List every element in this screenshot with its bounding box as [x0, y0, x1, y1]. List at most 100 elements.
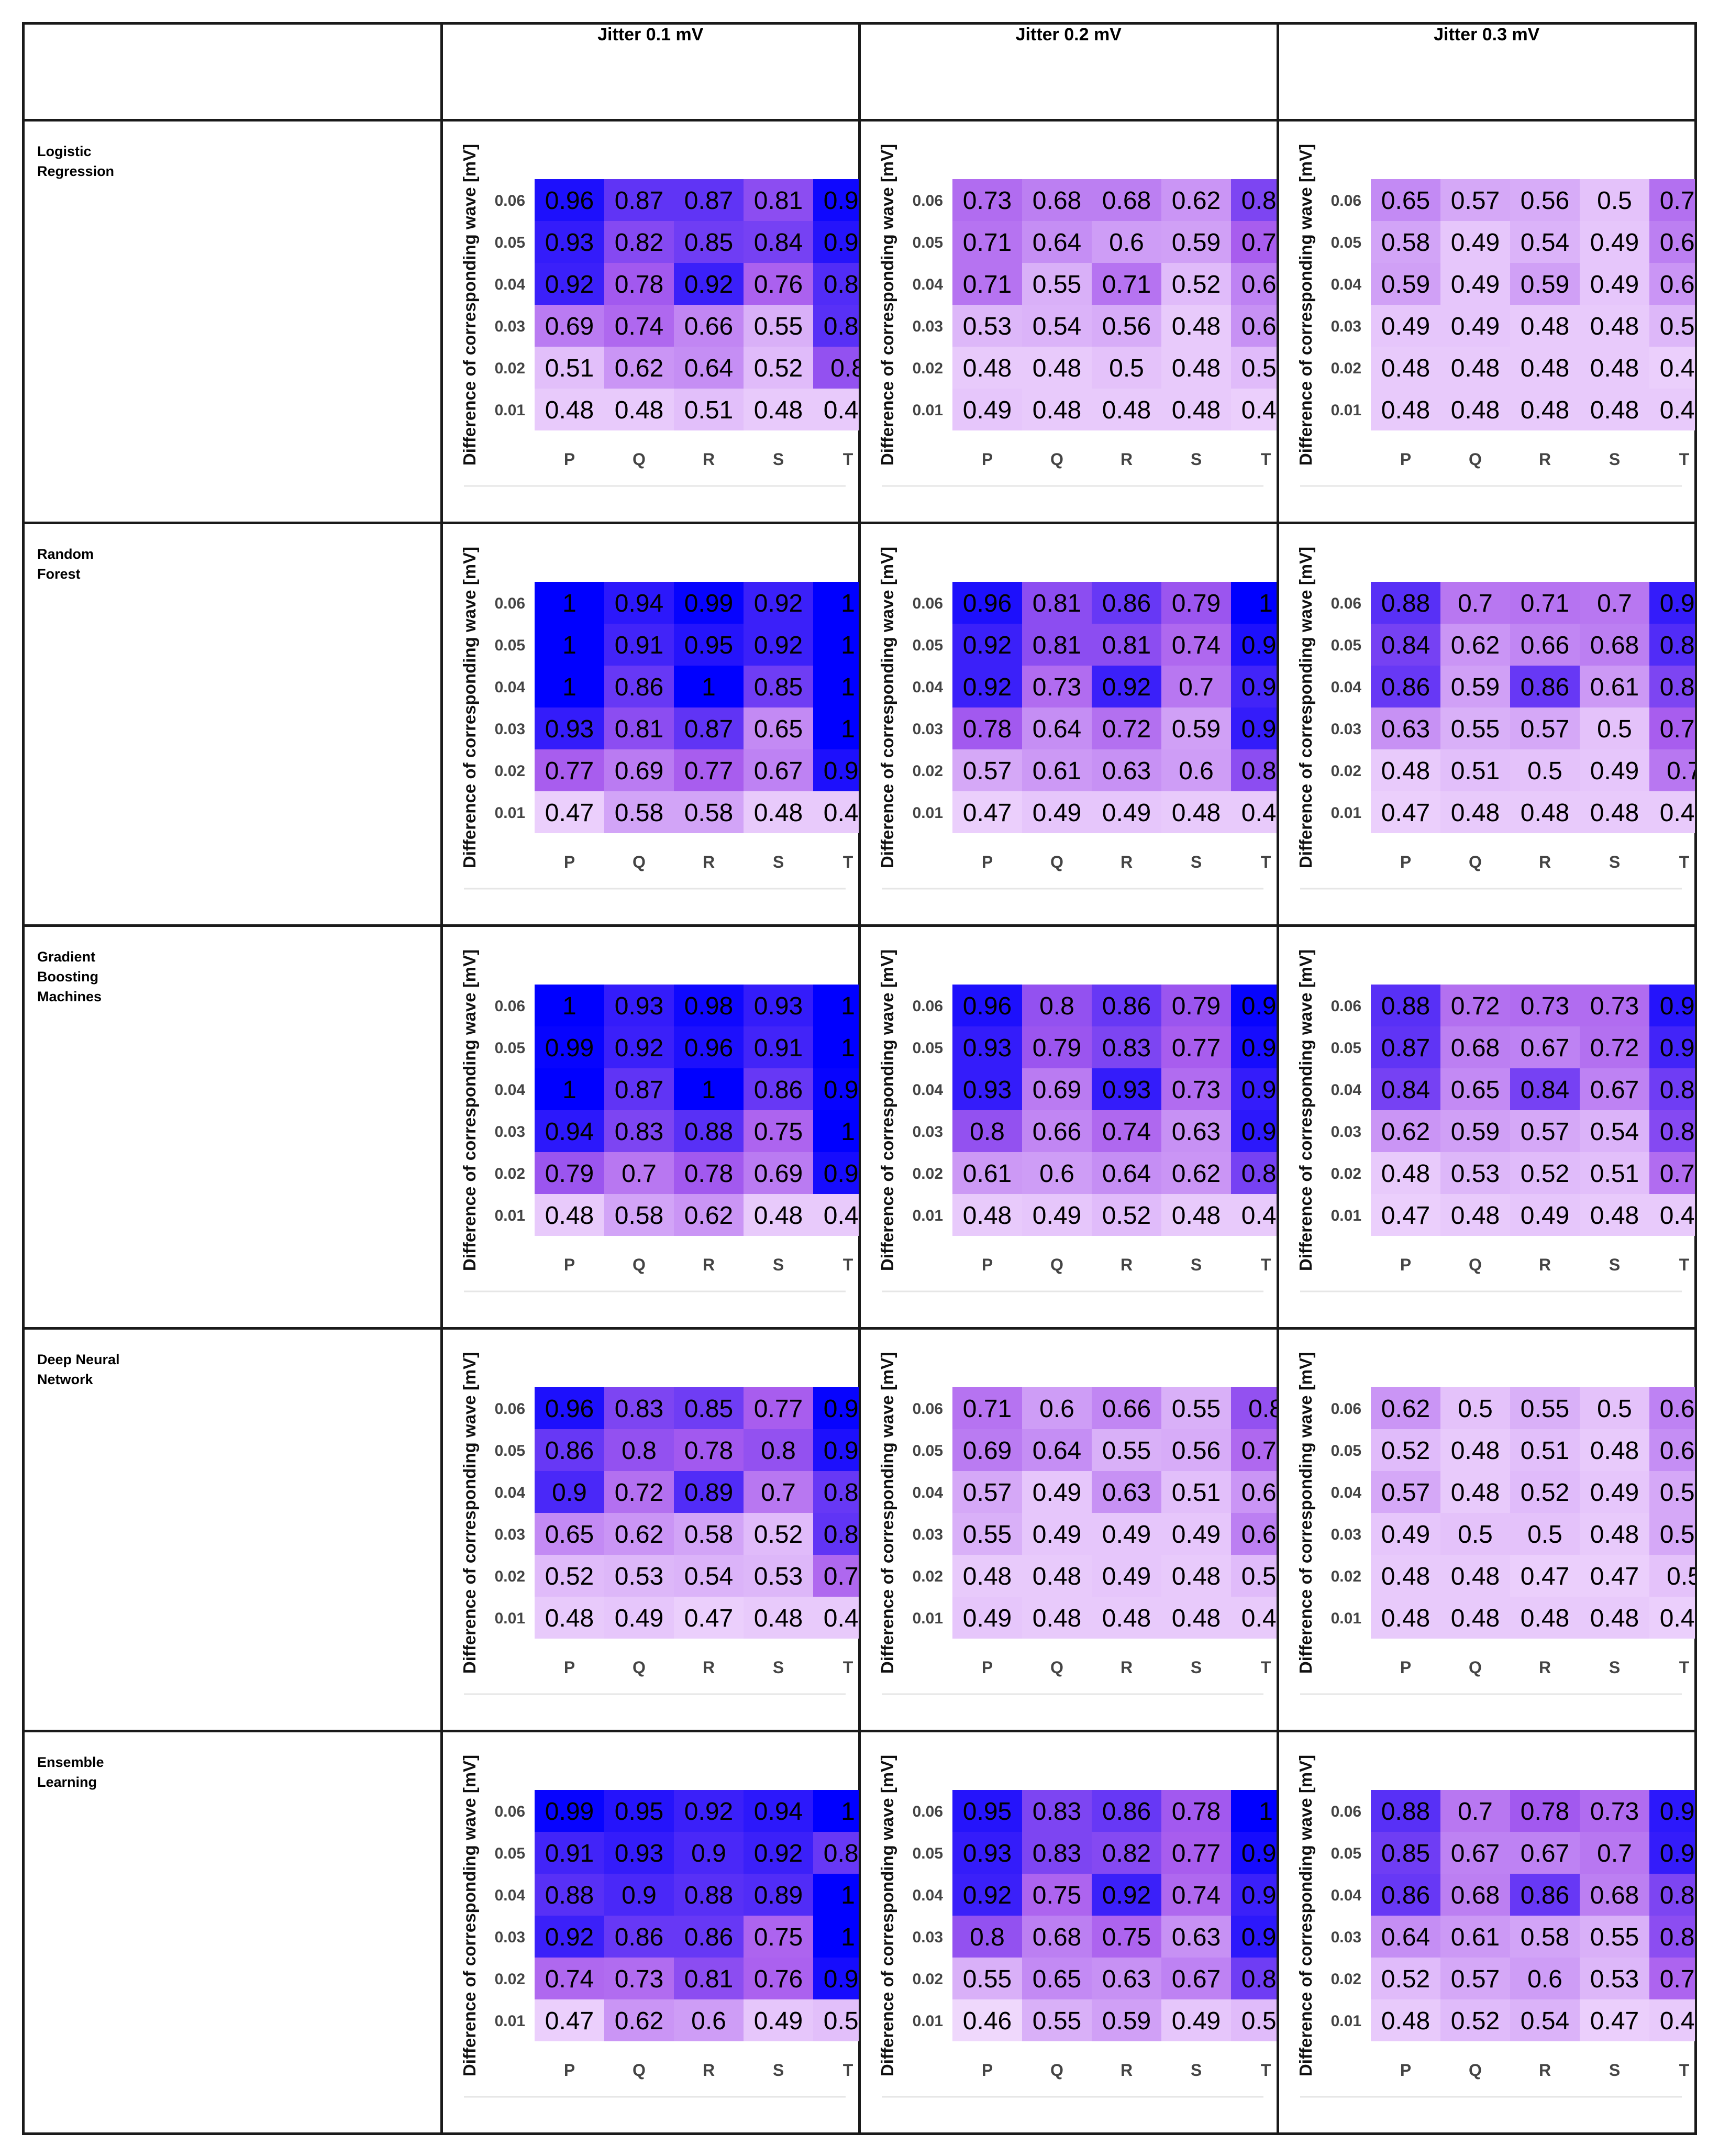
cell-value-label: 0.83: [1102, 1034, 1151, 1062]
heatmap-cell: [1440, 1387, 1510, 1430]
heatmap-cell: [534, 1194, 604, 1236]
cell-value-label: 0.49: [1590, 1479, 1638, 1507]
heatmap-cell: [1510, 1194, 1580, 1236]
heatmap-cell: [534, 1471, 604, 1513]
heatmap-cell: [743, 666, 813, 708]
cell-value-label: 0.68: [1033, 187, 1081, 215]
cell-value-label: 0.48: [1450, 1605, 1499, 1632]
cell-value-label: 0.89: [823, 271, 858, 298]
heatmap-cell: [1579, 347, 1649, 389]
heatmap-cell: [1231, 749, 1277, 792]
heatmap-cell: [1092, 1597, 1161, 1639]
cell-value-label: 0.51: [823, 2007, 858, 2035]
heatmap-cell: [1231, 1555, 1277, 1597]
heatmap-cell: [1440, 582, 1510, 624]
cell-value-label: 0.71: [963, 1395, 1012, 1423]
heatmap-cell: [952, 1597, 1022, 1639]
heatmap-cell: [952, 1958, 1022, 2000]
cell-value-label: 0.48: [1102, 1605, 1151, 1632]
cell-value-label: 0.59: [1520, 271, 1569, 298]
y-tick-label: 0.01: [1330, 1207, 1361, 1224]
cell-value-label: 0.49: [1450, 229, 1499, 257]
heatmap-svg: Difference of corresponding wave [mV] 0.0…: [1296, 547, 1695, 890]
heatmap-cell: [604, 1429, 674, 1472]
cell-value-label: 0.67: [1450, 1840, 1499, 1867]
cell-value-label: 0.55: [1033, 2007, 1081, 2035]
cell-value-label: 1: [841, 1923, 855, 1951]
cell-value-label: 0.48: [1450, 1479, 1499, 1507]
cell-value-label: 0.52: [545, 1563, 593, 1590]
cell-value-label: 0.86: [1381, 1882, 1429, 1909]
heatmap-cell: [1092, 791, 1161, 834]
model-name: Gradient Boosting Machines: [37, 949, 102, 1005]
heatmap-svg: Difference of corresponding wave [mV] 0.0…: [1296, 1755, 1695, 2098]
cell-value-label: 0.48: [1381, 1563, 1429, 1590]
x-tick-label: S: [1609, 853, 1620, 871]
x-tick-label: T: [1261, 2061, 1271, 2080]
heatmap-cell: [1370, 347, 1440, 389]
heatmap-svg: Difference of corresponding wave [mV] 0.0…: [460, 1755, 859, 2098]
heatmap-cell: [1649, 1068, 1695, 1111]
y-axis-title: Difference of corresponding wave [mV]: [460, 547, 479, 868]
cell-value-label: 0.67: [753, 757, 802, 785]
heatmap-cell: [743, 1026, 813, 1069]
heatmap-cell: [743, 1999, 813, 2042]
heatmap-cell: [1510, 1387, 1580, 1430]
cell-value-label: 0.48: [1172, 396, 1221, 424]
cell-value-label: 0.91: [1241, 673, 1277, 701]
heatmap-cell: [673, 1110, 744, 1153]
cell-value-label: 0.97: [823, 1965, 858, 1993]
cell-value-label: 0.78: [684, 1160, 733, 1188]
heatmap-cell: [534, 305, 604, 347]
x-tick-label: T: [1679, 853, 1689, 871]
heatmap-cell: [743, 791, 813, 834]
cell-value-label: 0.76: [753, 271, 802, 298]
y-tick-label: 0.05: [913, 234, 943, 251]
model-name: Random Forest: [37, 546, 94, 582]
x-tick-label: R: [1121, 450, 1133, 469]
cell-value-label: 0.55: [1102, 1437, 1151, 1465]
cell-value-label: 0.58: [684, 799, 733, 827]
heatmap-svg: Difference of corresponding wave [mV] 0.0…: [878, 1755, 1277, 2098]
y-tick-label: 0.05: [1330, 1845, 1361, 1862]
cell-value-label: 0.47: [1659, 355, 1694, 382]
heatmap-cell: [1440, 1026, 1510, 1069]
heatmap-cell: [1370, 666, 1440, 708]
y-tick-label: 0.02: [1330, 1165, 1361, 1182]
heatmap-cell: [534, 985, 604, 1027]
cell-value-label: 0.86: [614, 673, 663, 701]
heatmap-cell: [1022, 1513, 1092, 1555]
cell-value-label: 0.63: [1102, 1479, 1151, 1507]
cell-value-label: 0.62: [614, 355, 663, 382]
cell-value-label: 1: [841, 673, 855, 701]
cell-value-label: 0.59: [1450, 1118, 1499, 1146]
cell-value-label: 0.58: [1520, 1923, 1569, 1951]
heatmap-cell: [1161, 624, 1231, 666]
heatmap-cell: [813, 263, 859, 305]
cell-value-label: 0.67: [1659, 1395, 1694, 1423]
heatmap-cell: [813, 1790, 859, 1832]
cell-value-label: 0.68: [1590, 1882, 1638, 1909]
cell-value-label: 0.93: [1102, 1076, 1151, 1104]
heatmap-cell: [604, 1387, 674, 1430]
cell-value-label: 0.7: [1667, 757, 1695, 785]
y-tick-label: 0.05: [1330, 1040, 1361, 1057]
heatmap-cell: [1649, 1152, 1695, 1195]
cell-value-label: 0.63: [1172, 1923, 1221, 1951]
heatmap-cell: [673, 666, 744, 708]
cell-value-label: 0.53: [1450, 1160, 1499, 1188]
heatmap-cell: [1161, 1916, 1231, 1958]
cell-value-label: 1: [562, 632, 576, 659]
heatmap-cell: [1440, 1874, 1510, 1916]
heatmap-cell: [1649, 1916, 1695, 1958]
cell-value-label: 0.92: [614, 1034, 663, 1062]
heatmap-cell: [1579, 389, 1649, 431]
x-tick-label: T: [1679, 1255, 1689, 1274]
cell-value-label: 1: [702, 1076, 716, 1104]
heatmap-cell: [1649, 707, 1695, 750]
cell-value-label: 0.86: [823, 1840, 858, 1867]
y-tick-label: 0.04: [913, 679, 944, 696]
cell-value-label: 0.85: [1241, 1965, 1277, 1993]
heatmap-cell: [1510, 1832, 1580, 1874]
